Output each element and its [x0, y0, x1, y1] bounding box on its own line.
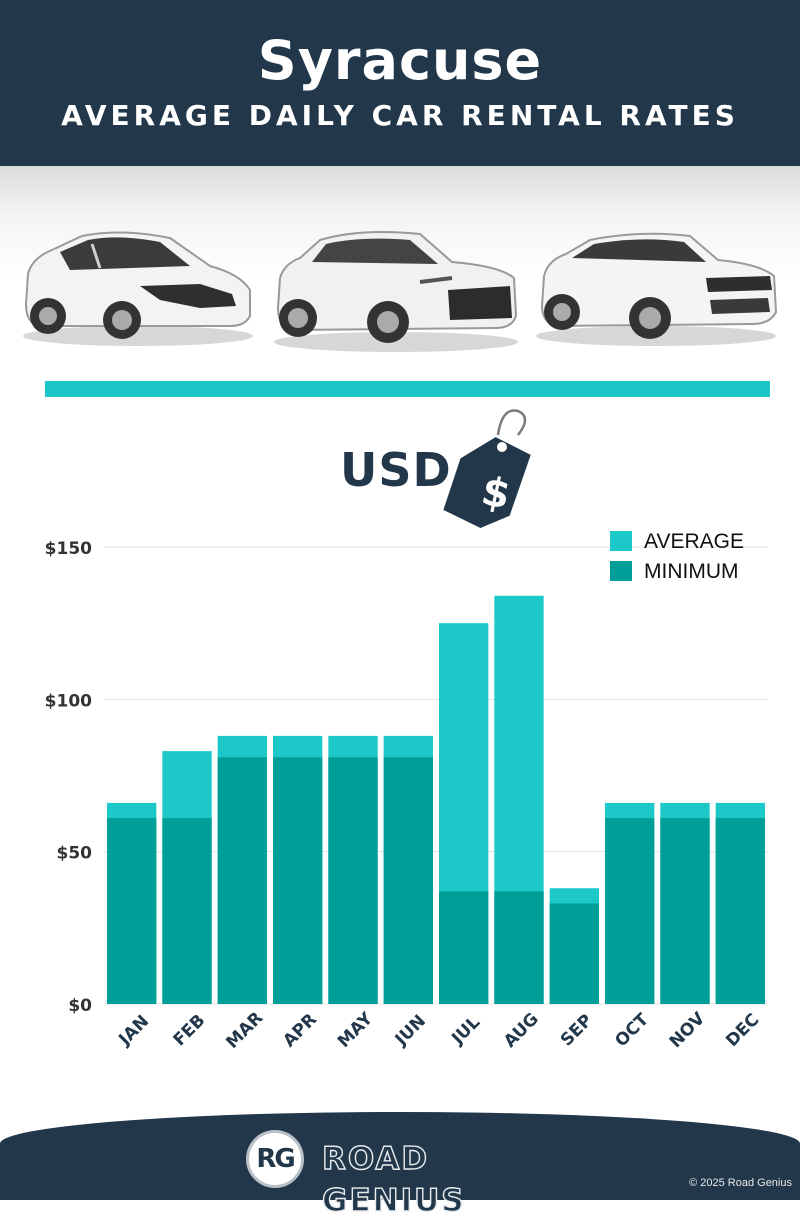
x-tick-label: NOV — [666, 1008, 710, 1052]
car-hatchback-icon — [23, 231, 253, 346]
chart: $0 $50 $100 $150 JAN FEB MAR APR MAY JUN JUL AUG SE… — [45, 530, 768, 1053]
bar-minimum-oct — [605, 818, 655, 1004]
section-divider — [45, 381, 770, 397]
x-tick-label: JAN — [114, 1011, 153, 1050]
bar-minimum-nov — [660, 818, 710, 1004]
logo-badge: RG — [246, 1130, 304, 1188]
car-suv-icon — [274, 231, 518, 352]
bar-minimum-dec — [715, 818, 765, 1004]
x-tick-label: SEP — [557, 1011, 597, 1051]
bar-minimum-feb — [162, 818, 212, 1004]
y-tick-label: $100 — [45, 691, 92, 711]
x-tick-label: JUL — [447, 1012, 484, 1049]
bar-minimum-aug — [494, 891, 544, 1004]
cars-banner — [0, 166, 800, 366]
legend-label-minimum: MINIMUM — [644, 560, 738, 583]
bar-minimum-sep — [549, 903, 599, 1004]
price-tag-icon: $ — [440, 405, 540, 530]
y-tick-label: $150 — [45, 539, 92, 559]
bar-minimum-jul — [439, 891, 489, 1004]
brand-name: ROAD GENIUS — [321, 1140, 466, 1219]
x-tick-label: AUG — [500, 1009, 543, 1052]
header: Syracuse AVERAGE DAILY CAR RENTAL RATES — [0, 0, 800, 166]
x-tick-label: DEC — [722, 1010, 763, 1051]
bar-minimum-jan — [107, 818, 157, 1004]
x-tick-label: MAY — [334, 1008, 377, 1051]
page-subtitle: AVERAGE DAILY CAR RENTAL RATES — [61, 99, 739, 132]
copyright: © 2025 Road Genius — [689, 1177, 792, 1189]
bar-minimum-jun — [383, 757, 433, 1004]
bar-minimum-may — [328, 757, 378, 1004]
bar-minimum-mar — [217, 757, 267, 1004]
y-tick-label: $0 — [68, 996, 92, 1016]
footer — [0, 1112, 800, 1200]
x-tick-label: OCT — [611, 1009, 653, 1051]
legend-swatch-average — [610, 531, 632, 551]
currency-label: USD — [340, 443, 452, 497]
y-tick-label: $50 — [57, 844, 93, 864]
x-tick-label: JUN — [391, 1011, 430, 1050]
x-tick-label: FEB — [170, 1011, 210, 1051]
x-tick-label: APR — [279, 1010, 321, 1052]
car-crossover-icon — [536, 232, 778, 346]
legend-label-average: AVERAGE — [644, 530, 744, 553]
x-tick-label: MAR — [222, 1008, 267, 1053]
page-title: Syracuse — [257, 29, 543, 92]
legend-swatch-minimum — [610, 561, 632, 581]
bar-minimum-apr — [273, 757, 323, 1004]
